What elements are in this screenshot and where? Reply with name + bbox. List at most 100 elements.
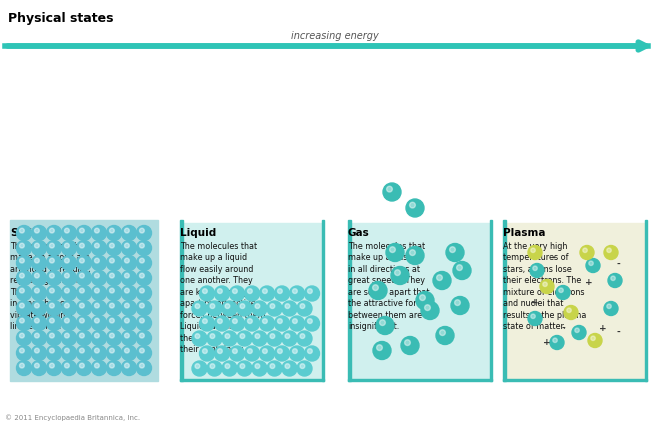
Circle shape: [580, 246, 594, 260]
Circle shape: [91, 331, 106, 346]
Text: The molecules that
make up a solid are
arranged in regular,
repeating patterns.
: The molecules that make up a solid are a…: [10, 242, 91, 331]
Bar: [348, 220, 351, 381]
Circle shape: [278, 289, 282, 294]
Circle shape: [540, 280, 554, 294]
Circle shape: [34, 228, 39, 233]
Circle shape: [607, 304, 612, 309]
Circle shape: [46, 300, 62, 315]
Circle shape: [46, 331, 62, 346]
Circle shape: [245, 316, 259, 331]
Circle shape: [304, 286, 319, 301]
Circle shape: [589, 261, 593, 266]
Circle shape: [122, 346, 136, 360]
Circle shape: [77, 286, 91, 300]
Circle shape: [439, 330, 446, 335]
Circle shape: [233, 319, 237, 323]
Circle shape: [304, 316, 319, 331]
Circle shape: [106, 360, 122, 376]
Text: -: -: [616, 328, 620, 337]
Text: -: -: [561, 324, 565, 333]
Circle shape: [218, 289, 222, 294]
Text: Liquid: Liquid: [180, 228, 216, 238]
Text: -: -: [551, 254, 555, 263]
Circle shape: [110, 228, 114, 233]
Circle shape: [62, 360, 77, 376]
Bar: [503, 220, 505, 381]
Circle shape: [207, 361, 222, 376]
Circle shape: [32, 300, 46, 315]
Circle shape: [270, 334, 275, 338]
Circle shape: [65, 303, 69, 308]
Circle shape: [297, 301, 312, 316]
Bar: [348, 379, 492, 381]
Circle shape: [140, 363, 144, 368]
Circle shape: [533, 266, 538, 270]
Circle shape: [245, 286, 259, 301]
Circle shape: [247, 319, 252, 323]
Circle shape: [77, 270, 91, 286]
Circle shape: [50, 258, 54, 263]
Circle shape: [62, 255, 77, 270]
Circle shape: [91, 315, 106, 331]
Circle shape: [230, 286, 245, 301]
Circle shape: [79, 348, 84, 353]
Circle shape: [17, 360, 32, 376]
Circle shape: [274, 286, 290, 301]
Circle shape: [79, 288, 84, 293]
Circle shape: [17, 286, 32, 300]
Circle shape: [383, 183, 401, 201]
Circle shape: [95, 348, 99, 353]
Circle shape: [588, 334, 602, 348]
Circle shape: [124, 348, 129, 353]
Circle shape: [308, 319, 312, 323]
Circle shape: [559, 288, 563, 292]
Circle shape: [530, 264, 544, 278]
Circle shape: [122, 300, 136, 315]
Text: +: +: [543, 338, 551, 347]
Circle shape: [136, 241, 151, 255]
Circle shape: [247, 289, 252, 294]
Circle shape: [278, 319, 282, 323]
Circle shape: [91, 226, 106, 241]
Circle shape: [247, 348, 252, 354]
Text: At the very high
temperatures of
stars, atoms lose
their electrons. The
mixture : At the very high temperatures of stars, …: [503, 242, 587, 331]
Circle shape: [255, 364, 260, 368]
Circle shape: [46, 286, 62, 300]
Circle shape: [77, 300, 91, 315]
Circle shape: [300, 304, 305, 309]
Circle shape: [611, 276, 616, 280]
Circle shape: [245, 346, 259, 361]
Circle shape: [252, 301, 267, 316]
Circle shape: [110, 333, 114, 338]
Circle shape: [79, 318, 84, 323]
Circle shape: [259, 286, 274, 301]
Circle shape: [77, 255, 91, 270]
Circle shape: [583, 248, 587, 252]
Circle shape: [214, 286, 230, 301]
Circle shape: [65, 258, 69, 263]
Circle shape: [252, 361, 267, 376]
Circle shape: [19, 363, 24, 368]
Circle shape: [79, 258, 84, 263]
Circle shape: [124, 228, 129, 233]
Circle shape: [608, 274, 622, 287]
Circle shape: [34, 273, 39, 278]
Circle shape: [572, 326, 586, 340]
Circle shape: [140, 318, 144, 323]
Circle shape: [32, 360, 46, 376]
Circle shape: [210, 364, 215, 368]
Circle shape: [607, 248, 612, 252]
Circle shape: [124, 288, 129, 293]
Circle shape: [195, 364, 200, 368]
Circle shape: [46, 270, 62, 286]
Text: +: +: [531, 298, 539, 307]
Circle shape: [528, 312, 542, 326]
Circle shape: [106, 315, 122, 331]
Text: increasing energy: increasing energy: [291, 31, 379, 41]
Bar: [10, 220, 158, 381]
Circle shape: [263, 348, 267, 354]
Text: Gas: Gas: [348, 228, 370, 238]
Circle shape: [136, 286, 151, 300]
Circle shape: [34, 258, 39, 263]
Circle shape: [124, 243, 129, 248]
